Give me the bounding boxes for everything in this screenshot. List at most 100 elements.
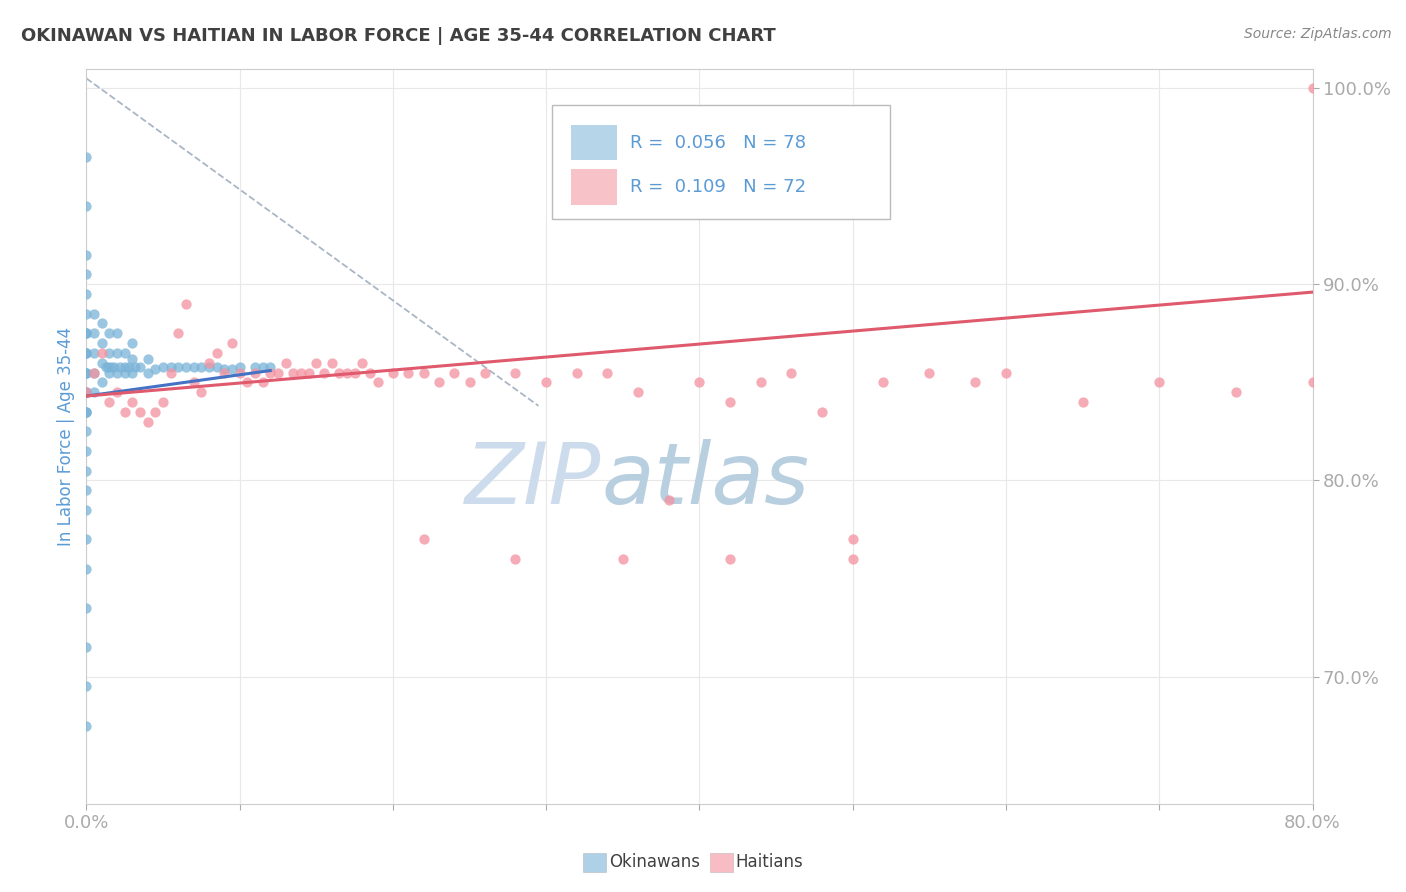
Point bbox=[505, 551, 527, 566]
Point bbox=[75, 561, 97, 575]
FancyBboxPatch shape bbox=[553, 105, 890, 219]
Point bbox=[780, 366, 803, 380]
Point bbox=[103, 359, 125, 374]
Point bbox=[612, 551, 634, 566]
Point bbox=[297, 366, 319, 380]
Point bbox=[841, 533, 863, 547]
Point bbox=[243, 366, 266, 380]
Point bbox=[83, 326, 105, 341]
Point bbox=[114, 405, 136, 419]
Point bbox=[121, 395, 143, 409]
Point bbox=[75, 385, 97, 400]
Point bbox=[183, 376, 205, 390]
Point bbox=[918, 366, 941, 380]
Point bbox=[167, 359, 190, 374]
Point bbox=[336, 366, 359, 380]
Point bbox=[505, 366, 527, 380]
Point bbox=[159, 359, 181, 374]
Text: R =  0.056   N = 78: R = 0.056 N = 78 bbox=[630, 134, 806, 152]
Y-axis label: In Labor Force | Age 35-44: In Labor Force | Age 35-44 bbox=[58, 326, 75, 546]
Point bbox=[312, 366, 335, 380]
Point bbox=[75, 287, 97, 301]
Point bbox=[97, 359, 120, 374]
Point bbox=[443, 366, 465, 380]
Point bbox=[75, 346, 97, 360]
Point bbox=[352, 356, 374, 370]
Point bbox=[183, 359, 205, 374]
Point bbox=[114, 359, 136, 374]
Point bbox=[236, 376, 259, 390]
Point bbox=[129, 405, 152, 419]
Point bbox=[75, 385, 97, 400]
Point bbox=[198, 359, 221, 374]
Point bbox=[995, 366, 1018, 380]
Point bbox=[75, 326, 97, 341]
Point bbox=[75, 326, 97, 341]
Point bbox=[108, 359, 131, 374]
Point bbox=[1302, 81, 1324, 95]
Point bbox=[290, 366, 312, 380]
Point bbox=[534, 376, 557, 390]
Point bbox=[114, 366, 136, 380]
Point bbox=[75, 385, 97, 400]
Point bbox=[749, 376, 772, 390]
Point bbox=[143, 405, 166, 419]
Text: atlas: atlas bbox=[602, 439, 810, 522]
Point bbox=[198, 356, 221, 370]
Point bbox=[75, 425, 97, 439]
Point bbox=[121, 351, 143, 366]
Point bbox=[98, 366, 121, 380]
Point bbox=[105, 326, 128, 341]
Point bbox=[75, 600, 97, 615]
Point bbox=[458, 376, 481, 390]
Point bbox=[252, 376, 274, 390]
Point bbox=[90, 336, 112, 351]
Text: OKINAWAN VS HAITIAN IN LABOR FORCE | AGE 35-44 CORRELATION CHART: OKINAWAN VS HAITIAN IN LABOR FORCE | AGE… bbox=[21, 27, 776, 45]
Point bbox=[75, 679, 97, 693]
Point bbox=[129, 359, 152, 374]
Point bbox=[167, 326, 190, 341]
Point bbox=[75, 640, 97, 654]
Point bbox=[143, 361, 166, 376]
Text: ZIP: ZIP bbox=[465, 439, 602, 522]
Point bbox=[75, 464, 97, 478]
Point bbox=[228, 366, 250, 380]
Point bbox=[152, 359, 174, 374]
Text: Haitians: Haitians bbox=[735, 853, 803, 871]
Point bbox=[205, 359, 228, 374]
Point bbox=[259, 366, 281, 380]
Point bbox=[75, 385, 97, 400]
Point bbox=[274, 356, 297, 370]
Point bbox=[136, 366, 159, 380]
Point bbox=[1225, 385, 1247, 400]
Point bbox=[396, 366, 419, 380]
Point bbox=[228, 359, 250, 374]
Point bbox=[75, 346, 97, 360]
Point bbox=[136, 351, 159, 366]
Point bbox=[105, 346, 128, 360]
Point bbox=[205, 346, 228, 360]
Point bbox=[243, 359, 266, 374]
Point bbox=[565, 366, 588, 380]
Point bbox=[259, 359, 281, 374]
Point bbox=[596, 366, 619, 380]
Point bbox=[658, 493, 681, 508]
Point bbox=[75, 405, 97, 419]
Point bbox=[75, 199, 97, 213]
Point bbox=[75, 326, 97, 341]
Point bbox=[174, 297, 197, 311]
Point bbox=[190, 385, 212, 400]
Point bbox=[627, 385, 650, 400]
Point bbox=[83, 307, 105, 321]
Point bbox=[221, 336, 243, 351]
Point bbox=[83, 385, 105, 400]
Point bbox=[83, 346, 105, 360]
Point bbox=[328, 366, 350, 380]
Point bbox=[100, 359, 122, 374]
Point bbox=[114, 346, 136, 360]
Point bbox=[90, 356, 112, 370]
Point bbox=[367, 376, 389, 390]
Point bbox=[75, 503, 97, 517]
Point bbox=[98, 326, 121, 341]
Point bbox=[96, 359, 118, 374]
